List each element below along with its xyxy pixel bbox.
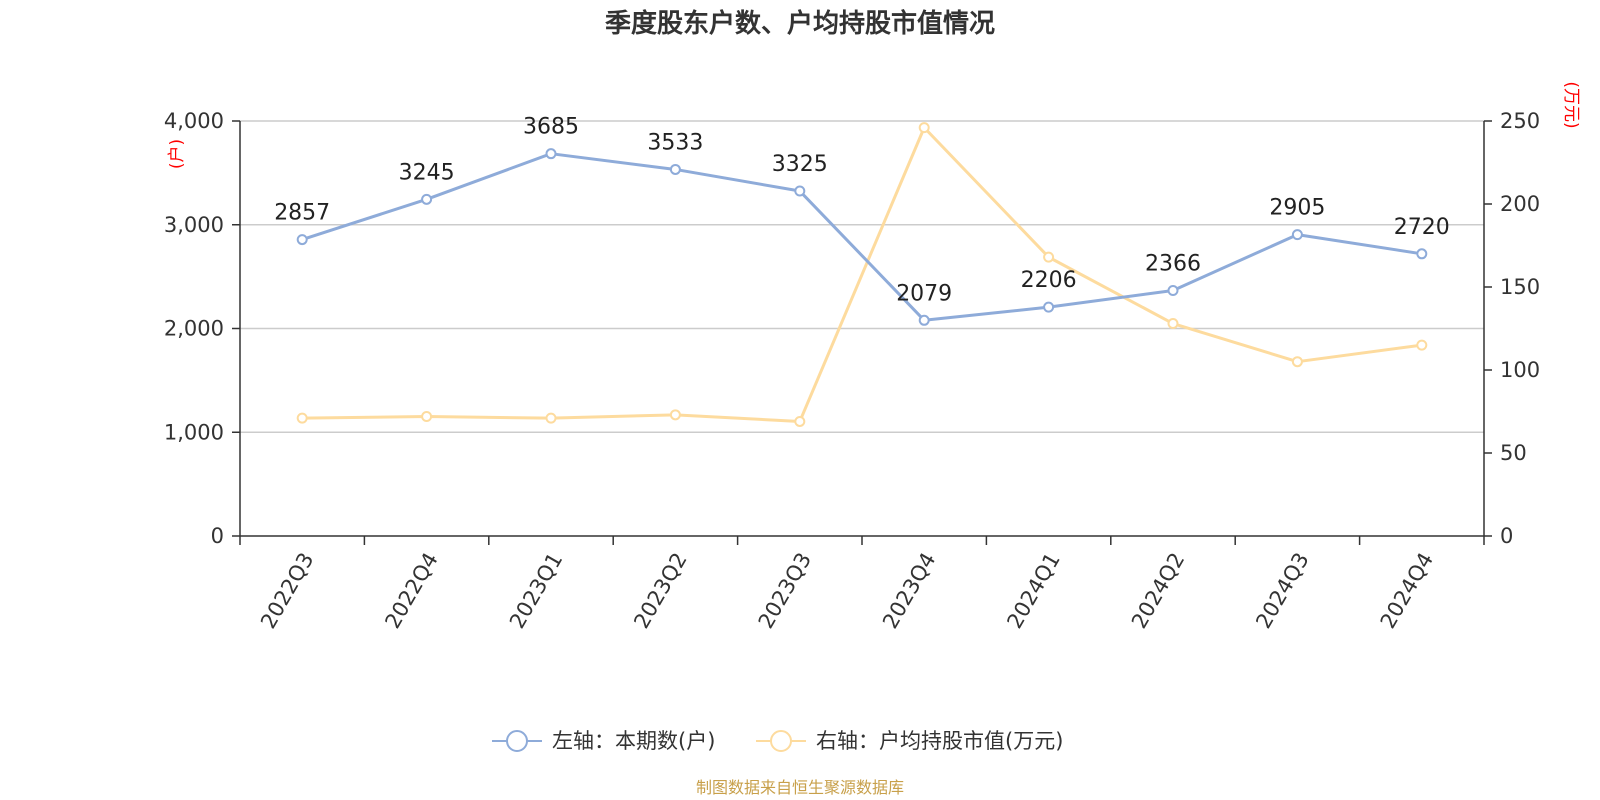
data-label: 3245 bbox=[399, 160, 455, 185]
data-label: 2366 bbox=[1145, 252, 1201, 277]
data-point-right[interactable] bbox=[1167, 318, 1179, 330]
right-axis-unit: (万元) bbox=[1561, 81, 1581, 128]
data-point-left[interactable] bbox=[669, 163, 681, 175]
x-axis-tick-label: 2024Q1 bbox=[1002, 549, 1064, 633]
data-label: 2720 bbox=[1394, 215, 1450, 240]
legend-label-left-series: 左轴：本期数(户) bbox=[552, 729, 715, 753]
right-axis-tick-label: 50 bbox=[1500, 441, 1527, 465]
right-axis-tick-label: 0 bbox=[1500, 524, 1513, 548]
data-point-left[interactable] bbox=[1416, 248, 1428, 260]
data-point-left[interactable] bbox=[918, 314, 930, 326]
right-axis-tick-label: 200 bbox=[1500, 192, 1540, 216]
x-axis: 2022Q3 2022Q4 2023Q1 2023Q2 2023Q3 2023Q4 2024… bbox=[239, 535, 1485, 633]
data-point-left[interactable] bbox=[1043, 301, 1055, 313]
data-point-right[interactable] bbox=[794, 415, 806, 427]
x-axis-tick-label: 2022Q3 bbox=[256, 549, 318, 633]
series-line-left bbox=[301, 152, 1423, 322]
legend-label-right-series: 右轴：户均持股市值(万元) bbox=[816, 729, 1063, 753]
legend-circle-icon bbox=[506, 730, 528, 752]
data-point-left[interactable] bbox=[545, 148, 557, 160]
left-axis-tick-label: 3,000 bbox=[164, 213, 224, 237]
data-point-left[interactable] bbox=[794, 185, 806, 197]
x-axis-tick-label: 2024Q2 bbox=[1127, 549, 1189, 633]
data-point-left[interactable] bbox=[421, 193, 433, 205]
data-point-right[interactable] bbox=[918, 122, 930, 134]
x-axis-tick-label: 2024Q3 bbox=[1251, 549, 1313, 633]
legend-item-right-series[interactable]: 右轴：户均持股市值(万元) bbox=[756, 729, 1063, 753]
legend-circle-icon bbox=[770, 730, 792, 752]
right-axis-tick-label: 150 bbox=[1500, 275, 1540, 299]
data-label: 2079 bbox=[896, 281, 952, 306]
left-axis-tick-label: 4,000 bbox=[164, 109, 224, 133]
data-label: 2905 bbox=[1269, 196, 1325, 221]
data-point-left[interactable] bbox=[1291, 229, 1303, 241]
left-y-axis: 0 1,000 2,000 3,000 4,000 bbox=[164, 109, 241, 548]
right-axis-tick-label: 100 bbox=[1500, 358, 1540, 382]
left-axis-tick-label: 0 bbox=[211, 524, 224, 548]
right-axis-tick-label: 250 bbox=[1500, 109, 1540, 133]
x-axis-tick-label: 2024Q4 bbox=[1376, 549, 1438, 633]
x-axis-tick-label: 2023Q2 bbox=[629, 549, 691, 633]
left-axis-tick-label: 1,000 bbox=[164, 420, 224, 444]
data-point-left[interactable] bbox=[296, 234, 308, 246]
right-y-axis: 0 50 100 150 200 250 bbox=[1483, 109, 1540, 548]
left-axis-unit: (户) bbox=[167, 139, 187, 169]
series-line-right bbox=[302, 126, 1422, 423]
data-label: 2857 bbox=[274, 201, 330, 226]
data-label: 2206 bbox=[1021, 268, 1077, 293]
x-axis-tick-label: 2023Q3 bbox=[754, 549, 816, 633]
series-layer bbox=[296, 122, 1428, 427]
data-point-right[interactable] bbox=[1043, 251, 1055, 263]
data-labels: 2857 3245 3685 3533 3325 2079 2206 2366 2905 2720 bbox=[274, 115, 1450, 307]
x-axis-tick-label: 2023Q1 bbox=[505, 549, 567, 633]
data-point-right[interactable] bbox=[545, 412, 557, 424]
left-axis-tick-label: 2,000 bbox=[164, 317, 224, 341]
x-axis-tick-label: 2023Q4 bbox=[878, 549, 940, 633]
legend-item-left-series[interactable]: 左轴：本期数(户) bbox=[492, 729, 715, 753]
legend: 左轴：本期数(户) 右轴：户均持股市值(万元) bbox=[492, 729, 1063, 753]
grid-lines bbox=[240, 120, 1484, 433]
data-point-right[interactable] bbox=[1291, 356, 1303, 368]
data-point-left[interactable] bbox=[1167, 285, 1179, 297]
data-point-right[interactable] bbox=[1416, 339, 1428, 351]
data-point-right[interactable] bbox=[669, 409, 681, 421]
data-label: 3325 bbox=[772, 152, 828, 177]
data-source-note: 制图数据来自恒生聚源数据库 bbox=[696, 778, 904, 797]
data-label: 3533 bbox=[647, 130, 703, 155]
data-point-right[interactable] bbox=[296, 412, 308, 424]
x-axis-tick-label: 2022Q4 bbox=[380, 549, 442, 633]
data-label: 3685 bbox=[523, 115, 579, 140]
chart-title: 季度股东户数、户均持股市值情况 bbox=[605, 8, 995, 39]
data-point-right[interactable] bbox=[421, 410, 433, 422]
